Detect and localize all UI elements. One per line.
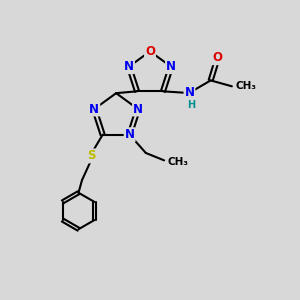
Text: H: H <box>187 100 195 110</box>
Text: N: N <box>124 60 134 73</box>
Text: CH₃: CH₃ <box>168 157 189 167</box>
Text: O: O <box>212 51 222 64</box>
Text: N: N <box>133 103 143 116</box>
Text: CH₃: CH₃ <box>236 81 256 91</box>
Text: N: N <box>89 103 99 116</box>
Text: N: N <box>124 128 135 141</box>
Text: O: O <box>145 45 155 58</box>
Text: N: N <box>166 60 176 73</box>
Text: N: N <box>184 86 194 99</box>
Text: S: S <box>87 149 96 162</box>
